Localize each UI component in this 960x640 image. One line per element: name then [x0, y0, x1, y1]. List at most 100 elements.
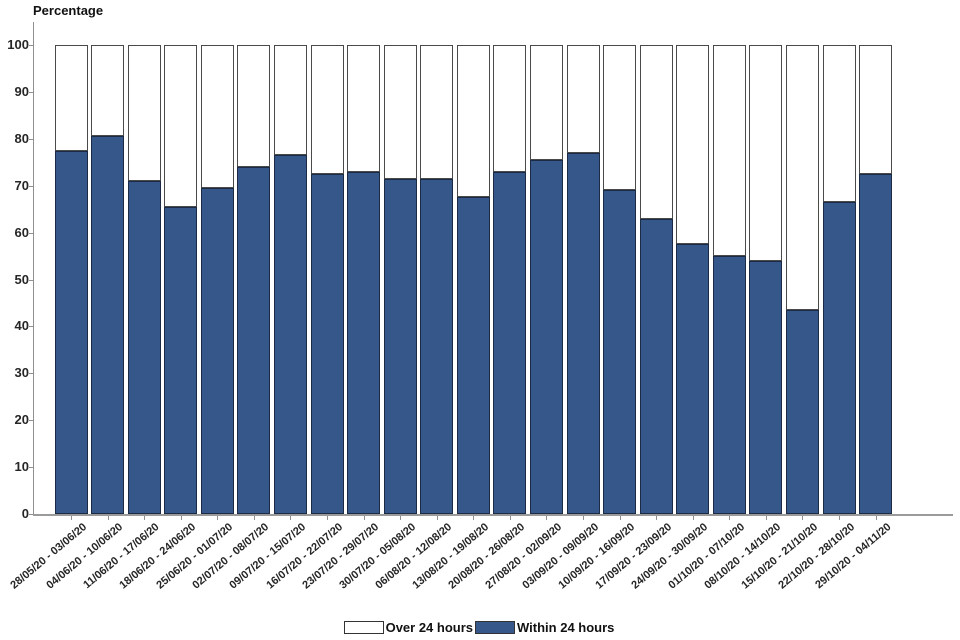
- stacked-bar: [164, 45, 198, 514]
- bar-segment-within-24-hours: [676, 244, 710, 514]
- bar-segment-within-24-hours: [859, 173, 892, 514]
- stacked-bar: [822, 45, 856, 514]
- bar-segment-over-24-hours: [493, 45, 527, 172]
- x-axis-tick-mark: [436, 516, 438, 520]
- bar-segment-over-24-hours: [91, 45, 125, 137]
- bar-segment-over-24-hours: [566, 45, 600, 153]
- stacked-bar: [859, 45, 892, 514]
- stacked-bar: [676, 45, 710, 514]
- bar-segment-over-24-hours: [859, 45, 892, 174]
- y-axis-tick-mark: [29, 232, 33, 234]
- bar-segment-within-24-hours: [749, 260, 783, 514]
- x-axis-tick-mark: [619, 516, 621, 520]
- x-axis-tick-mark: [217, 516, 219, 520]
- legend-label-over-24: Over 24 hours: [385, 620, 474, 635]
- y-axis-tick-label: 0: [21, 506, 29, 521]
- bar-segment-within-24-hours: [310, 173, 344, 514]
- bar-segment-within-24-hours: [127, 181, 161, 514]
- bar-segment-within-24-hours: [237, 166, 271, 514]
- bar-segment-over-24-hours: [639, 45, 673, 219]
- x-axis-tick-mark: [839, 516, 840, 520]
- x-axis-line: [33, 514, 953, 516]
- y-axis-tick-mark: [29, 279, 33, 281]
- y-axis-tick-label: 10: [14, 459, 29, 475]
- legend: Over 24 hours Within 24 hours: [0, 620, 960, 635]
- bar-segment-over-24-hours: [822, 45, 856, 203]
- bar-segment-within-24-hours: [603, 190, 636, 514]
- bar-segment-over-24-hours: [237, 45, 271, 167]
- bar-segment-within-24-hours: [420, 178, 454, 514]
- y-axis-line: [33, 22, 34, 515]
- bar-segment-within-24-hours: [273, 155, 307, 514]
- bar-segment-within-24-hours: [566, 152, 600, 514]
- y-axis-tick-mark: [29, 185, 33, 187]
- bar-segment-over-24-hours: [164, 45, 198, 207]
- x-axis-tick-mark: [144, 516, 146, 520]
- stacked-bar: [529, 45, 563, 514]
- x-axis-tick-mark: [107, 516, 109, 520]
- bar-segment-within-24-hours: [785, 309, 819, 514]
- bar-segment-over-24-hours: [749, 45, 783, 261]
- y-axis-tick-mark: [29, 514, 33, 515]
- bar-segment-within-24-hours: [164, 206, 198, 514]
- bar-segment-over-24-hours: [456, 45, 490, 198]
- bar-segment-within-24-hours: [456, 197, 490, 514]
- y-axis-tick-label: 100: [7, 37, 29, 52]
- stacked-bar: [310, 45, 344, 514]
- x-axis-tick-mark: [400, 516, 402, 520]
- stacked-bar: [639, 45, 673, 514]
- x-axis-tick-mark: [765, 516, 767, 520]
- x-axis-tick-mark: [583, 516, 584, 520]
- legend-swatch-over-24: [343, 621, 384, 634]
- stacked-bar: [54, 45, 88, 514]
- bar-segment-over-24-hours: [127, 45, 161, 181]
- y-axis-tick-label: 30: [14, 365, 29, 381]
- bar-segment-over-24-hours: [712, 45, 746, 257]
- bar-segment-within-24-hours: [822, 202, 856, 514]
- y-axis-tick-mark: [29, 326, 33, 328]
- x-axis-tick-mark: [729, 516, 731, 520]
- x-axis-tick-mark: [509, 516, 511, 520]
- bar-segment-over-24-hours: [200, 45, 234, 189]
- bar-segment-within-24-hours: [200, 188, 234, 514]
- bar-segment-over-24-hours: [420, 45, 454, 179]
- x-axis-tick-mark: [802, 516, 804, 520]
- bar-segment-within-24-hours: [54, 150, 88, 514]
- x-axis-tick-mark: [546, 516, 548, 520]
- stacked-bar: [603, 45, 636, 514]
- stacked-bar: [347, 45, 381, 514]
- stacked-bar: [237, 45, 271, 514]
- x-axis-tick-mark: [180, 516, 182, 520]
- y-axis-tick-mark: [29, 45, 33, 46]
- bar-segment-within-24-hours: [529, 159, 563, 514]
- x-axis-tick-mark: [692, 516, 694, 520]
- y-axis-tick-label: 50: [14, 271, 29, 287]
- bar-segment-over-24-hours: [785, 45, 819, 310]
- y-axis-tick-mark: [29, 467, 33, 469]
- y-axis-tick-label: 70: [14, 177, 29, 193]
- x-axis-tick-mark: [363, 516, 365, 520]
- stacked-bar: [273, 45, 307, 514]
- bar-segment-over-24-hours: [273, 45, 307, 156]
- y-axis-tick-mark: [29, 420, 33, 422]
- x-axis-tick-mark: [656, 516, 658, 520]
- y-axis-tick-mark: [29, 91, 33, 93]
- stacked-bar: [456, 45, 490, 514]
- x-axis-tick-mark: [290, 516, 292, 520]
- bar-segment-within-24-hours: [712, 256, 746, 514]
- stacked-bar: [493, 45, 527, 514]
- bar-segment-over-24-hours: [54, 45, 88, 151]
- y-axis-tick-label: 80: [14, 130, 29, 146]
- bar-segment-over-24-hours: [676, 45, 710, 245]
- stacked-bar: [420, 45, 454, 514]
- y-axis-tick-mark: [29, 373, 33, 375]
- bar-segment-over-24-hours: [529, 45, 563, 160]
- bar-segment-over-24-hours: [347, 45, 381, 172]
- y-axis-tick-label: 20: [14, 412, 29, 428]
- y-axis-tick-label: 90: [14, 83, 29, 99]
- y-axis-tick-mark: [29, 138, 33, 140]
- x-axis-tick-mark: [253, 516, 255, 520]
- bar-segment-within-24-hours: [91, 136, 125, 514]
- stacked-bar: [749, 45, 783, 514]
